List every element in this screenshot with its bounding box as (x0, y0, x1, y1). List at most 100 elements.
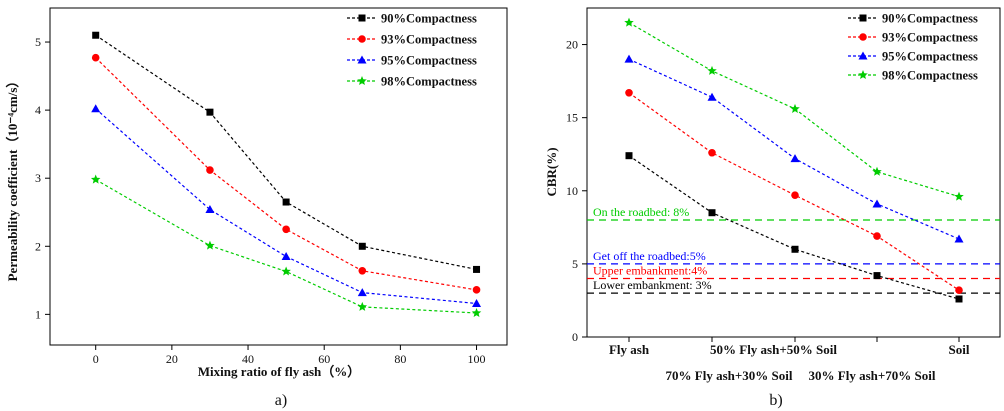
panel-b-ticks: 0 5 10 15 20 Fly ash 70% Fly ash+30% Soil 50% F… (566, 38, 970, 383)
legend-marker-3 (858, 70, 868, 80)
data-point-3-0 (90, 174, 101, 184)
reference-line-label-2: Upper embankment:4% (593, 264, 707, 278)
data-point-0-0 (92, 31, 100, 39)
y-tick-label-4: 20 (566, 38, 578, 52)
data-point-1-0 (91, 53, 100, 62)
y-tick-label-2: 3 (35, 171, 41, 185)
legend-label-3: 98%Compactness (882, 69, 978, 83)
y-tick-label-3: 15 (566, 111, 578, 125)
legend-marker-0 (358, 14, 366, 22)
data-point-3-2 (281, 266, 291, 276)
data-point-2-2 (281, 251, 291, 260)
y-tick-label-2: 10 (566, 184, 578, 198)
data-point-1-3 (873, 232, 881, 240)
panel-b-caption: b) (769, 392, 782, 409)
legend-label-1: 93%Compactness (381, 33, 477, 47)
data-point-2-1 (707, 92, 717, 101)
legend-marker-3 (357, 76, 367, 86)
data-point-2-3 (872, 199, 882, 208)
x-category-label-1: 70% Fly ash+30% Soil (666, 368, 793, 383)
data-point-0-3 (873, 272, 881, 280)
y-tick-label-3: 4 (35, 103, 41, 117)
legend-marker-2 (858, 51, 868, 60)
data-point-0-4 (473, 265, 481, 273)
data-point-3-1 (707, 65, 717, 75)
x-tick-label-5: 100 (468, 352, 486, 366)
reference-line-label-1: Get off the roadbed:5% (593, 249, 706, 263)
y-tick-label-4: 5 (35, 35, 41, 49)
panel-b-y-axis-label: CBR(%) (544, 147, 559, 196)
legend-marker-1 (358, 35, 366, 43)
data-point-2-2 (790, 154, 800, 163)
data-point-2-4 (954, 234, 964, 243)
data-point-0-1 (708, 209, 716, 217)
data-point-3-3 (357, 301, 368, 311)
data-point-3-3 (872, 166, 882, 176)
data-point-1-2 (282, 225, 290, 234)
data-point-3-1 (205, 240, 215, 250)
legend-label-2: 95%Compactness (882, 50, 978, 64)
data-point-3-4 (471, 308, 482, 318)
panel-b-series (624, 17, 964, 303)
panel-b-plot-frame (586, 7, 1001, 338)
legend-label-1: 93%Compactness (882, 31, 978, 45)
series-line-0 (95, 34, 477, 270)
x-category-label-3: 30% Fly ash+70% Soil (809, 368, 936, 383)
data-point-1-3 (358, 266, 367, 275)
data-point-2-0 (624, 54, 634, 63)
x-tick-label-0: 0 (93, 352, 99, 366)
series-line-1 (95, 57, 477, 291)
y-tick-label-0: 0 (572, 330, 578, 344)
x-category-label-0: Fly ash (609, 342, 650, 357)
series-line-0 (628, 155, 960, 300)
x-tick-label-1: 20 (166, 352, 178, 366)
y-tick-label-1: 5 (572, 257, 578, 271)
data-point-0-2 (282, 198, 290, 206)
x-tick-label-4: 80 (394, 352, 406, 366)
series-line-1 (628, 92, 960, 291)
x-category-label-4: Soil (949, 342, 970, 357)
reference-line-label-3: Lower embankment: 3% (593, 278, 712, 292)
data-point-3-2 (790, 103, 800, 113)
legend-label-0: 90%Compactness (381, 12, 477, 26)
data-point-1-4 (472, 286, 481, 294)
panel-a-ticks: 0 20 40 60 80 100 1 2 3 4 5 (35, 35, 486, 366)
data-point-2-1 (205, 205, 215, 214)
data-point-2-4 (472, 298, 482, 307)
series-line-2 (95, 108, 477, 305)
data-point-1-2 (791, 191, 799, 199)
data-point-1-1 (206, 166, 214, 174)
data-point-3-4 (954, 191, 964, 201)
data-point-0-4 (955, 295, 963, 303)
data-point-0-2 (791, 245, 799, 253)
data-point-1-1 (708, 148, 716, 157)
legend-marker-1 (859, 33, 867, 41)
data-point-0-1 (206, 108, 214, 116)
panel-a-plot-frame (49, 7, 508, 346)
panel-a-y-axis-label: Permeability coefficient（10⁻⁴cm/s） (5, 75, 20, 282)
panel-a-caption: a) (275, 392, 287, 409)
data-point-0-0 (625, 152, 633, 160)
panel-a-legend: 90%Compactness 93%Compactness 95%Compactne… (347, 12, 477, 89)
legend-label-3: 98%Compactness (381, 75, 477, 89)
data-point-2-0 (91, 104, 101, 113)
data-point-1-4 (955, 286, 963, 295)
x-tick-label-3: 60 (318, 352, 330, 366)
y-tick-label-0: 1 (35, 307, 41, 321)
legend-label-2: 95%Compactness (381, 54, 477, 68)
data-point-1-0 (625, 89, 633, 97)
data-point-3-0 (624, 17, 634, 27)
panel-a-x-axis-label: Mixing ratio of fly ash（%） (198, 364, 361, 379)
panel-b-legend: 90%Compactness 93%Compactness 95%Compactne… (848, 12, 978, 83)
panel-b-reference-lines: On the roadbed: 8% Get off the roadbed:5%… (587, 205, 1000, 294)
panel-a-series (90, 31, 482, 318)
legend-marker-2 (357, 55, 367, 64)
x-tick-label-2: 40 (242, 352, 254, 366)
reference-line-label-0: On the roadbed: 8% (593, 205, 689, 219)
y-tick-label-1: 2 (35, 239, 41, 253)
legend-label-0: 90%Compactness (882, 12, 978, 26)
legend-marker-0 (859, 14, 867, 22)
data-point-2-3 (357, 288, 367, 297)
data-point-0-3 (358, 242, 366, 250)
